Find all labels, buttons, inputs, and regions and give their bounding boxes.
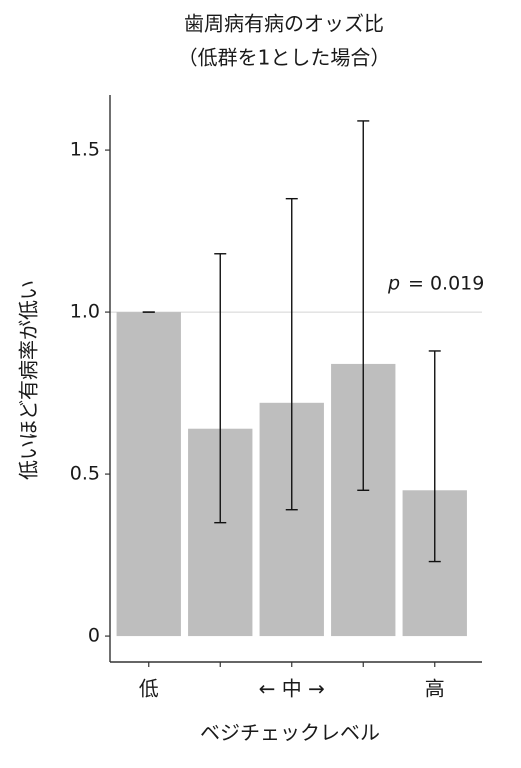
- bar: [116, 312, 181, 637]
- y-axis-label: 低いほど有病率が低い: [17, 280, 41, 480]
- error-bar: [214, 253, 227, 524]
- y-tick-label: 1.0: [70, 301, 100, 323]
- x-axis-label: ベジチェックレベル: [200, 721, 380, 745]
- y-tick-label: 0: [88, 625, 100, 647]
- annotation-p: p: [387, 273, 400, 295]
- y-tick-label: 0.5: [70, 463, 100, 485]
- chart-subtitle: （低群を1とした場合）: [178, 46, 391, 70]
- x-tick-label: 低: [139, 677, 159, 701]
- error-bar: [285, 197, 298, 511]
- chart-title: 歯周病有病のオッズ比: [184, 12, 384, 36]
- annotation: = 0.019: [408, 273, 484, 295]
- y-tick-label: 1.5: [70, 139, 100, 161]
- x-tick-label: ← 中 →: [259, 677, 325, 701]
- x-tick-label: 高: [425, 677, 445, 701]
- error-bar: [428, 350, 441, 563]
- error-bar: [357, 120, 370, 491]
